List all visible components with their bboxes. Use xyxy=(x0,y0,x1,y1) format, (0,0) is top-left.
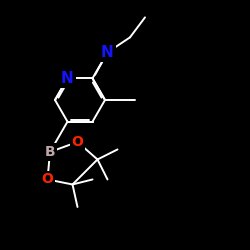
Text: N: N xyxy=(101,45,114,60)
Text: O: O xyxy=(42,172,54,186)
Text: O: O xyxy=(72,135,84,149)
Text: B: B xyxy=(45,145,55,159)
Text: N: N xyxy=(61,71,74,86)
